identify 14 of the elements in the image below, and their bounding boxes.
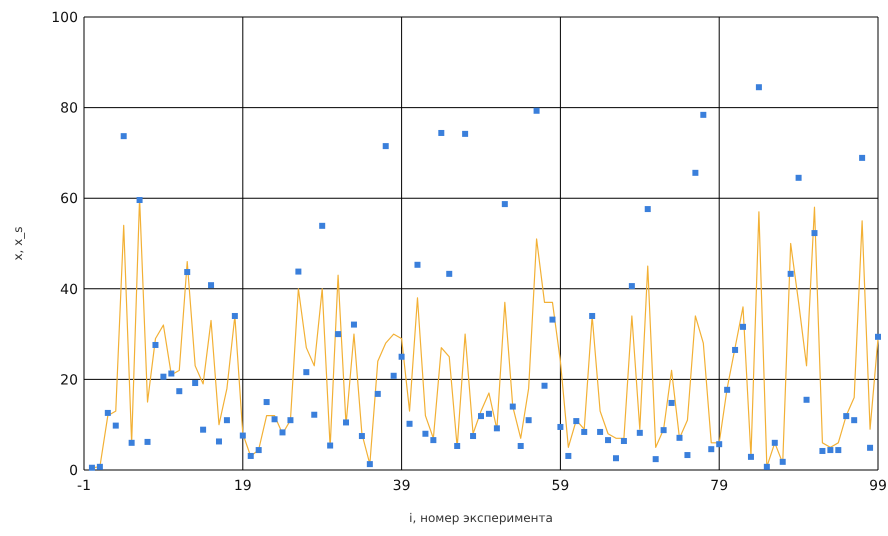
y-tick-label: 100 — [51, 10, 78, 26]
x-axis-title: i, номер эксперимента — [409, 511, 553, 525]
y-tick-label: 80 — [60, 100, 78, 117]
x-tick-label: 39 — [392, 478, 411, 494]
y-tick-label: 40 — [60, 282, 78, 298]
y-tick-label: 60 — [60, 191, 78, 208]
x-tick-label: 59 — [551, 478, 570, 494]
x-tick-label: -1 — [77, 478, 91, 494]
x-tick-label: 19 — [234, 478, 252, 494]
x-tick-label: 79 — [710, 478, 728, 494]
y-tick-label: 20 — [60, 372, 78, 388]
y-tick-label: 0 — [69, 463, 78, 479]
x-tick-label: 99 — [869, 478, 887, 494]
y-axis-title: x, x_s — [11, 226, 25, 261]
